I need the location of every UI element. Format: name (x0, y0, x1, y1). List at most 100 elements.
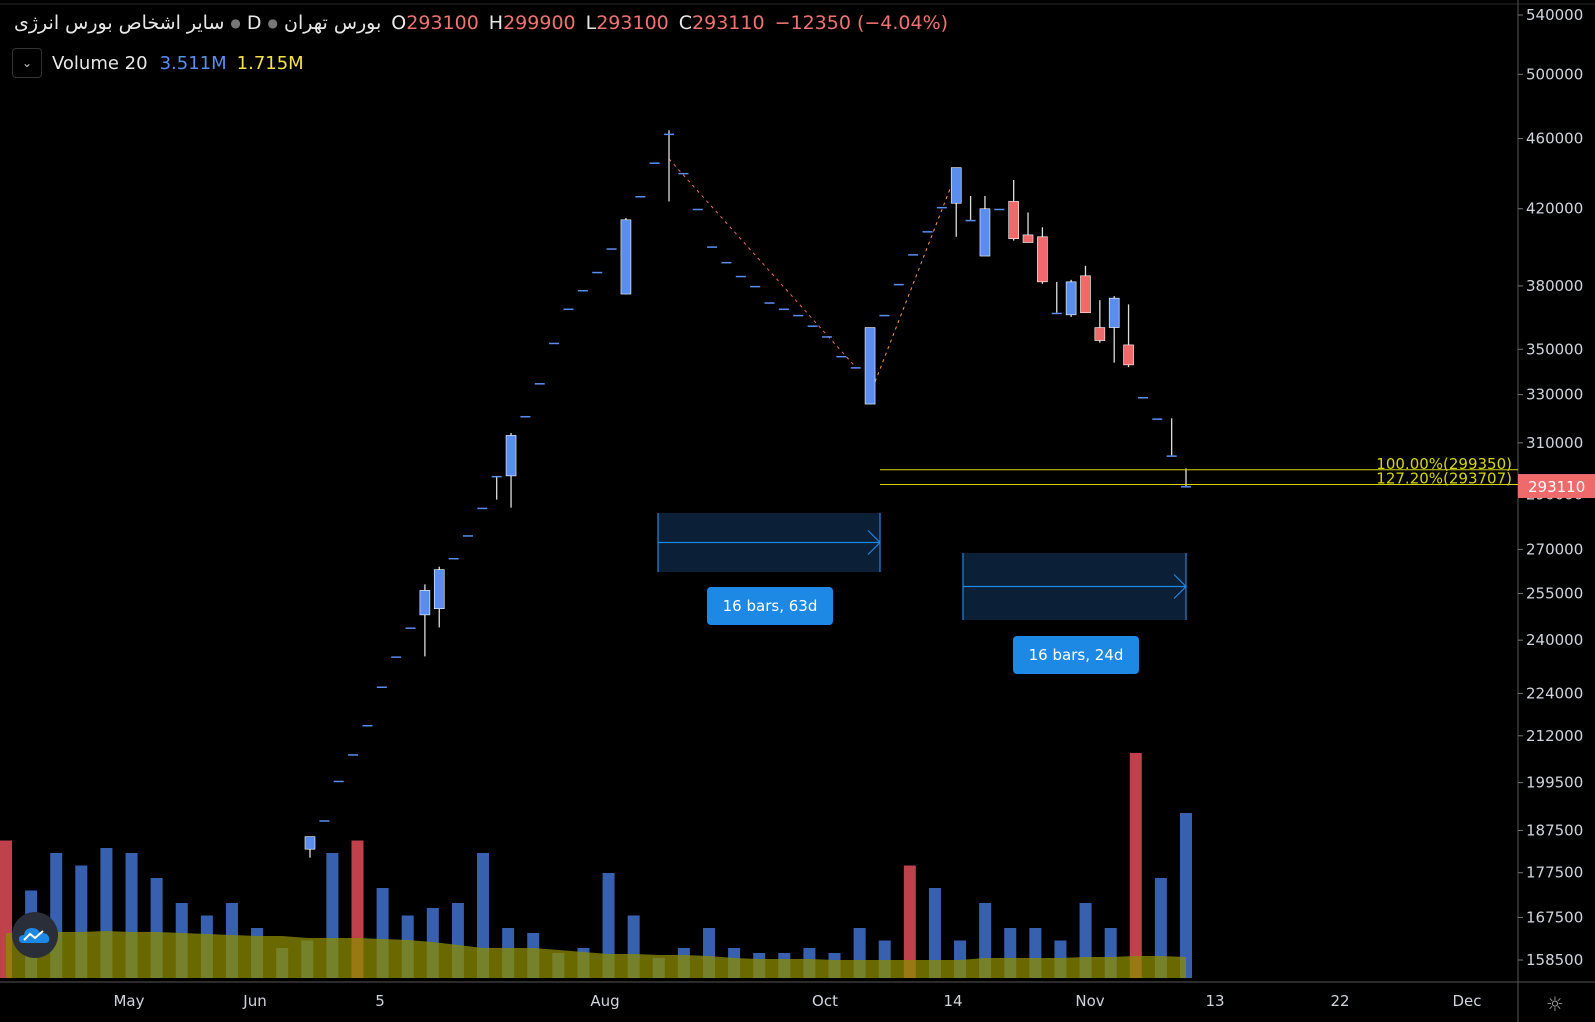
candle-body (721, 261, 732, 264)
candle-body (979, 208, 991, 257)
price-tick-label: 540000 (1526, 6, 1583, 24)
arrow-right-icon (867, 530, 881, 555)
candle-body (1181, 486, 1191, 488)
candle-body (563, 308, 574, 311)
candle-body (692, 208, 703, 211)
price-tick-label: 460000 (1526, 130, 1583, 148)
candle-body (750, 285, 761, 288)
candle-body (893, 283, 904, 286)
separator-dot-icon: ● (267, 16, 279, 30)
candle-body (1152, 418, 1163, 420)
low-value: 293100 (596, 12, 669, 34)
candle-body (1094, 327, 1106, 341)
volume-indicator-name[interactable]: Volume 20 (52, 52, 148, 74)
connector-line-up (869, 172, 957, 395)
price-tick-label: 240000 (1526, 631, 1583, 649)
candle-body (405, 627, 416, 629)
volume-bar (1129, 753, 1142, 978)
price-tick-label: 350000 (1526, 340, 1583, 358)
change-value: −12350 (−4.04%) (774, 12, 949, 34)
time-tick-label: Jun (242, 992, 266, 1010)
candle-body (319, 820, 330, 822)
fib-level-label: 127.20%(293707) (1376, 469, 1512, 487)
volume-ma-area (6, 931, 1186, 978)
candle-body (362, 724, 373, 727)
candle-body (664, 133, 675, 136)
close-value: 293110 (692, 12, 765, 34)
volume-ma-value: 1.715M (236, 52, 304, 74)
price-tick-label: 380000 (1526, 277, 1583, 295)
candle-body (376, 686, 387, 688)
volume-value: 3.511M (159, 52, 227, 74)
volume-bar (928, 888, 941, 978)
symbol-name[interactable]: سایر اشخاص بورس انرژی (14, 12, 225, 34)
candle-body (994, 208, 1005, 211)
candle-body (807, 325, 818, 327)
candle-body (577, 289, 588, 292)
candle-body (534, 383, 545, 385)
measure-label[interactable]: 16 bars, 24d (1013, 636, 1139, 674)
candle-body (1137, 396, 1148, 399)
candle-body (836, 355, 847, 358)
time-tick-label: 5 (375, 992, 385, 1010)
candle-body (678, 172, 689, 175)
candle-body (1166, 455, 1177, 457)
settings-gear-icon[interactable]: ☼ (1546, 992, 1564, 1016)
last-price-label: 293110 (1528, 478, 1585, 496)
chevron-down-icon: ⌄ (21, 56, 33, 70)
time-tick-label: Nov (1075, 992, 1104, 1010)
candle-body (1008, 201, 1019, 239)
candle-body (1051, 312, 1062, 315)
candle-body (879, 314, 890, 317)
candle-body (950, 167, 962, 204)
volume-bar (1154, 878, 1167, 978)
candle-body (764, 302, 775, 304)
price-tick-label: 330000 (1526, 386, 1583, 404)
price-tick-label: 500000 (1526, 65, 1583, 83)
time-tick-label: 13 (1205, 992, 1224, 1010)
candle-body (1080, 275, 1091, 314)
candle-body (1123, 344, 1134, 366)
collapse-toggle-button[interactable]: ⌄ (12, 48, 42, 78)
candle-body (491, 475, 502, 478)
interval-label[interactable]: D (246, 12, 262, 34)
candle-body (850, 367, 861, 369)
candle-body (1108, 297, 1120, 328)
high-label: H (488, 12, 504, 34)
candle-body (348, 754, 359, 756)
time-tick-label: Dec (1452, 992, 1481, 1010)
volume-bar (477, 853, 490, 978)
price-tick-label: 187500 (1526, 821, 1583, 839)
price-tick-label: 420000 (1526, 200, 1583, 218)
candle-body (936, 206, 947, 209)
candle-body (549, 342, 560, 345)
candle-body (821, 336, 832, 338)
price-tick-label: 167500 (1526, 908, 1583, 926)
candle-body (448, 557, 459, 560)
candle-body (1022, 234, 1034, 243)
candle-body (922, 231, 933, 233)
candle-body (520, 415, 531, 418)
candle-body (505, 435, 517, 477)
time-tick-label: 14 (943, 992, 962, 1010)
volume-bar (602, 873, 615, 978)
candle-body (477, 507, 488, 510)
measure-label[interactable]: 16 bars, 63d (707, 587, 833, 625)
price-tick-label: 224000 (1526, 684, 1583, 702)
cloud-logo-icon (19, 928, 50, 943)
high-value: 299900 (503, 12, 576, 34)
candle-body (391, 656, 402, 658)
separator-dot-icon: ● (230, 16, 241, 30)
candle-body (333, 780, 344, 783)
fib-level-label: 100.00%(299350) (1376, 455, 1512, 473)
candle-body (649, 162, 660, 164)
open-label: O (391, 12, 407, 34)
volume-bar (1180, 813, 1192, 978)
candle-body (620, 219, 632, 295)
tradingview-logo[interactable] (12, 912, 58, 958)
time-tick-label: Aug (590, 992, 619, 1010)
candle-body (419, 590, 431, 616)
candle-body (707, 246, 718, 248)
candle-body (735, 275, 746, 278)
